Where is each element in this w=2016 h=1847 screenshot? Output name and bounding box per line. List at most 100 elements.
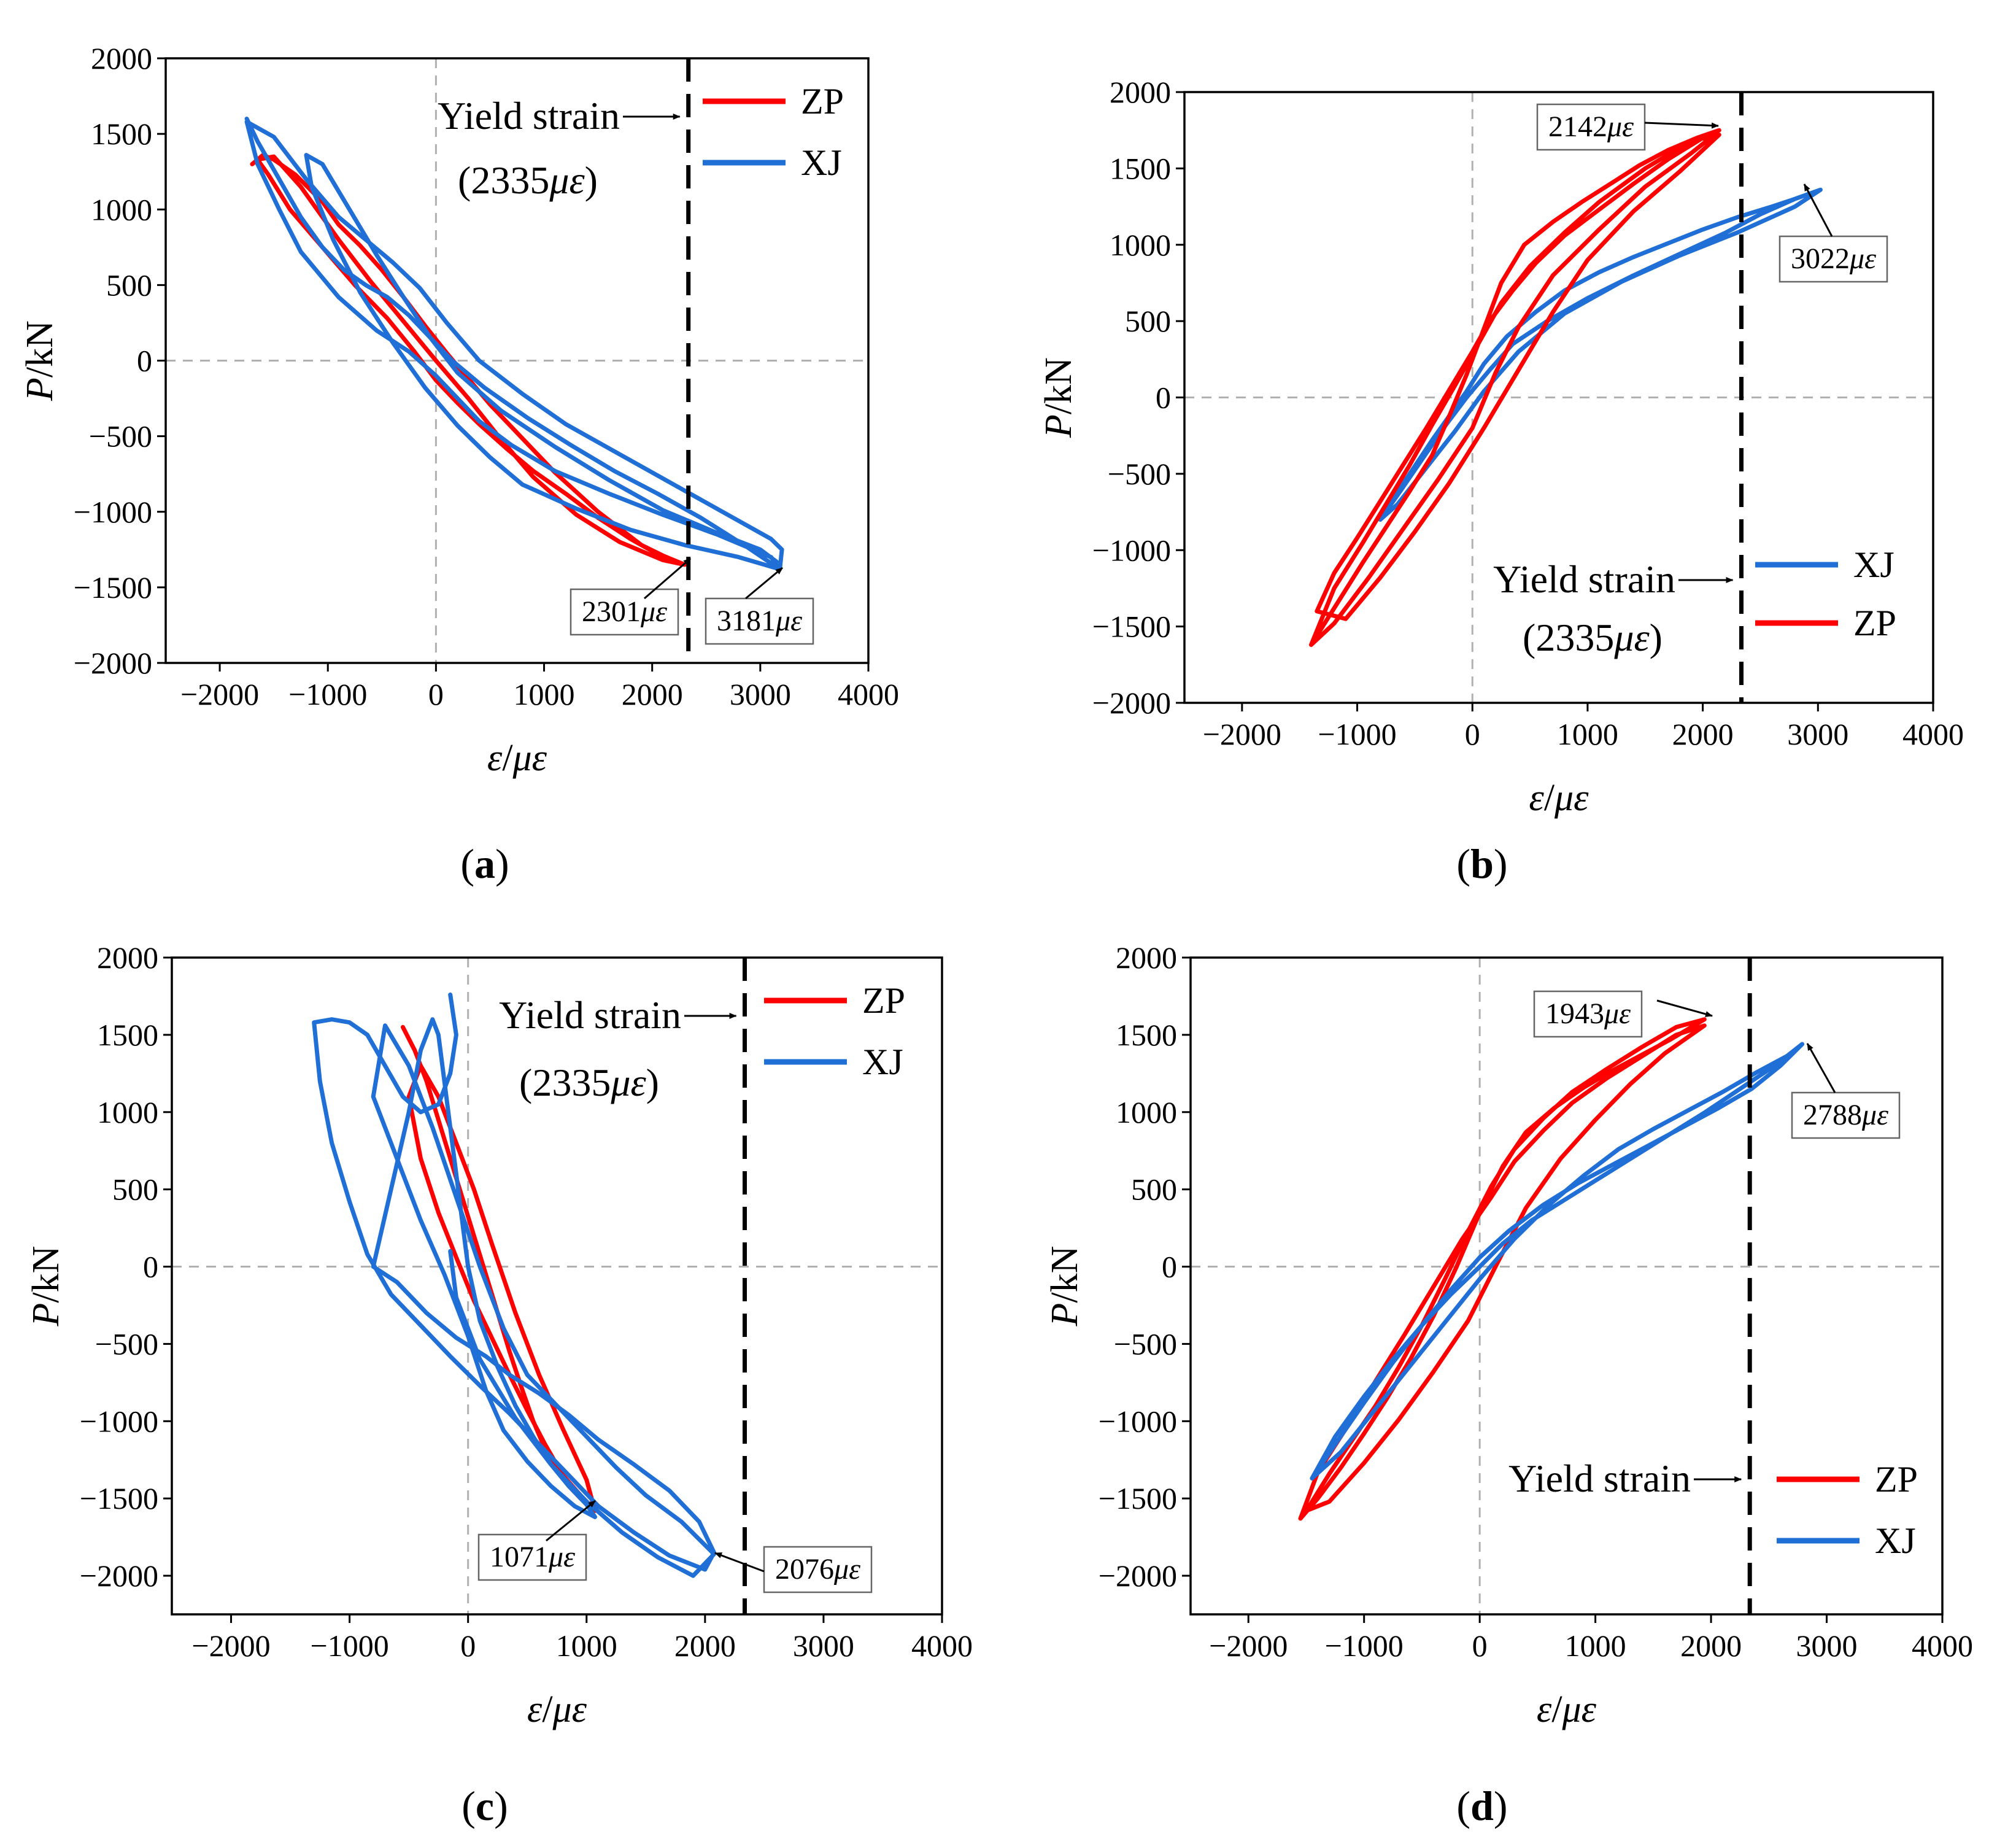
x-axis-title: ε/με <box>1529 777 1589 819</box>
y-tick-label: −1000 <box>80 1404 158 1438</box>
callout-arrow <box>1656 999 1713 1017</box>
callout-box <box>1791 1091 1901 1139</box>
x-tick-label: 0 <box>428 677 444 711</box>
series-ZP-line <box>1298 1017 1707 1521</box>
x-tick-label: −2000 <box>191 1628 270 1663</box>
x-tick-label: 3000 <box>1796 1628 1858 1663</box>
yield-strain-label: Yield strain <box>499 993 681 1037</box>
callout-arrow <box>745 567 783 600</box>
callout-arrow <box>1806 1043 1836 1093</box>
x-tick-label: 1000 <box>514 677 575 711</box>
y-tick-label: 1000 <box>91 192 152 227</box>
legend-label-XJ: XJ <box>1853 544 1894 585</box>
callout-label: 3022με <box>1791 242 1876 275</box>
y-tick-label: −1000 <box>1099 1404 1177 1438</box>
x-tick-label: 0 <box>1465 717 1480 751</box>
yield-strain-label: Yield strain <box>1508 1457 1691 1500</box>
callout-arrow <box>714 1552 765 1573</box>
x-tick-label: 2000 <box>622 677 683 711</box>
y-tick-label: 0 <box>1156 381 1171 415</box>
y-tick-label: −500 <box>1108 457 1171 491</box>
legend-label-ZP: ZP <box>1875 1459 1918 1500</box>
series-ZP-line <box>1309 128 1721 647</box>
panel-c: −2000 −1000 0 1000 2000 3000 4000 −2000 −1500 −10… <box>25 940 973 1829</box>
legend-label-ZP: ZP <box>1853 603 1896 643</box>
y-tick-label: 1500 <box>1110 151 1171 185</box>
y-tick-label: 1500 <box>91 117 152 151</box>
callout-label: 2788με <box>1803 1099 1888 1131</box>
x-axis-title: ε/με <box>527 1689 587 1730</box>
y-tick-label: 2000 <box>1110 75 1171 109</box>
callout-arrow <box>1803 184 1833 237</box>
callout-box <box>1533 990 1643 1038</box>
y-tick-label: −2000 <box>80 1559 158 1593</box>
y-tick-label: −1500 <box>1099 1481 1177 1516</box>
y-tick-label: 2000 <box>91 41 152 76</box>
x-tick-label: 0 <box>460 1628 476 1663</box>
x-tick-label: 1000 <box>1565 1628 1626 1663</box>
x-tick-label: 4000 <box>1902 717 1964 751</box>
x-tick-label: −1000 <box>311 1628 389 1663</box>
x-tick-label: −1000 <box>1318 717 1396 751</box>
y-axis-title: P/kN <box>1038 357 1079 438</box>
legend-label-XJ: XJ <box>801 142 842 183</box>
y-tick-label: 1500 <box>1116 1018 1177 1052</box>
x-tick-label: 2000 <box>674 1628 736 1663</box>
callout-arrow <box>1644 122 1719 129</box>
y-tick-label: −1000 <box>74 495 152 529</box>
x-tick-label: 4000 <box>911 1628 973 1663</box>
y-tick-label: 2000 <box>1116 940 1177 975</box>
callout-label: 1071με <box>490 1541 575 1573</box>
y-tick-label: −1000 <box>1092 533 1171 567</box>
legend-label-ZP: ZP <box>801 81 844 122</box>
panel-caption: (d) <box>1456 1783 1507 1829</box>
series-XJ-line <box>244 117 784 571</box>
y-tick-label: −1500 <box>1092 610 1171 644</box>
plot-frame <box>171 956 943 1616</box>
yield-strain-label: Yield strain <box>438 94 620 137</box>
yield-strain-value: (2335με) <box>458 158 598 202</box>
callout-label: 2076με <box>775 1553 860 1586</box>
callout-box <box>570 588 679 636</box>
y-tick-label: 2000 <box>97 940 158 975</box>
panel-a: −2000 −1000 0 1000 2000 3000 4000 −2000 −1500 −10… <box>19 41 899 887</box>
series-XJ-line <box>1310 1042 1805 1481</box>
legend-label-XJ: XJ <box>1875 1520 1916 1561</box>
x-tick-label: −2000 <box>1209 1628 1288 1663</box>
x-tick-label: 1000 <box>1557 717 1618 751</box>
y-tick-label: 500 <box>1125 304 1171 338</box>
callout-box <box>763 1546 873 1593</box>
y-tick-label: −500 <box>95 1326 158 1361</box>
x-tick-label: 2000 <box>1680 1628 1742 1663</box>
x-axis-title: ε/με <box>487 737 547 779</box>
x-tick-label: 4000 <box>1912 1628 1973 1663</box>
callout-label: 2301με <box>582 595 667 628</box>
callout-label: 1943με <box>1545 997 1631 1030</box>
y-axis-title: P/kN <box>25 1246 67 1327</box>
x-tick-label: 2000 <box>1672 717 1734 751</box>
y-tick-label: −1500 <box>80 1481 158 1516</box>
x-tick-label: 3000 <box>1787 717 1848 751</box>
callout-arrow <box>644 557 691 600</box>
callout-arrow <box>546 1500 596 1542</box>
y-tick-label: 1000 <box>1110 228 1171 262</box>
x-tick-label: 3000 <box>793 1628 854 1663</box>
callout-box <box>477 1533 587 1581</box>
x-tick-label: −2000 <box>1203 717 1281 751</box>
x-tick-label: 0 <box>1472 1628 1488 1663</box>
y-tick-label: −2000 <box>1092 686 1171 720</box>
panel-d: −2000 −1000 0 1000 2000 3000 4000 −2000 −1500 −10… <box>1044 940 1973 1829</box>
callout-label: 2142με <box>1548 110 1634 143</box>
y-tick-label: 0 <box>1162 1250 1177 1284</box>
y-tick-label: 1000 <box>1116 1095 1177 1129</box>
y-tick-label: 500 <box>106 268 152 302</box>
callout-box <box>1536 103 1646 151</box>
callout-box <box>1778 235 1888 283</box>
panel-b: −2000 −1000 0 1000 2000 3000 4000 −2000 −1500 −10… <box>1038 75 1964 887</box>
y-tick-label: 0 <box>137 344 152 378</box>
legend-label-XJ: XJ <box>862 1042 903 1082</box>
x-tick-label: 4000 <box>838 677 899 711</box>
y-axis-title: P/kN <box>19 320 61 401</box>
x-tick-label: −2000 <box>180 677 259 711</box>
